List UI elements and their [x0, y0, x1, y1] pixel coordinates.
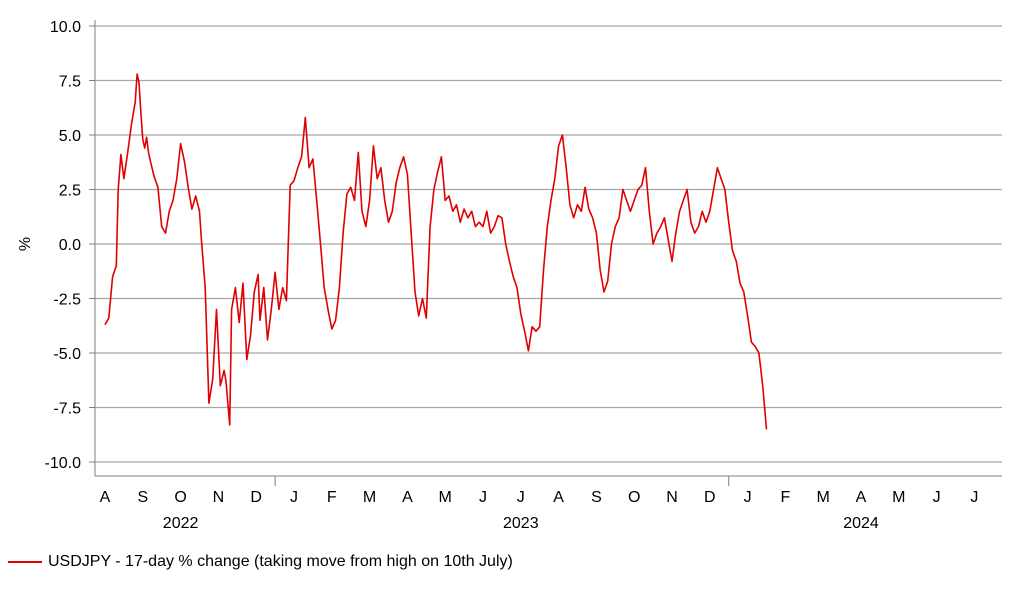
y-tick-label: -7.5: [53, 401, 81, 418]
x-tick-label: M: [439, 489, 452, 506]
y-tick-label: 0.0: [59, 237, 81, 254]
y-tick-label: 7.5: [59, 74, 81, 91]
x-tick-label: A: [100, 489, 111, 506]
y-tick-label: 2.5: [59, 183, 81, 200]
gridlines: [89, 25, 1002, 463]
year-labels: 2022 2023 2024: [163, 515, 879, 532]
year-label: 2022: [163, 515, 199, 532]
x-tick-label: M: [892, 489, 905, 506]
x-tick-label: O: [174, 489, 186, 506]
y-tick-label: 5.0: [59, 128, 81, 145]
x-tick-label: M: [817, 489, 830, 506]
legend-swatch: [8, 561, 42, 563]
year-label: 2024: [843, 515, 879, 532]
x-tick-label: O: [628, 489, 640, 506]
x-tick-label: A: [856, 489, 867, 506]
x-tick-label: A: [402, 489, 413, 506]
x-tick-label: A: [553, 489, 564, 506]
x-tick-label: N: [666, 489, 678, 506]
series-line: [104, 73, 768, 430]
y-tick-label: -10.0: [45, 455, 82, 472]
x-tick-label: F: [781, 489, 791, 506]
x-tick-label: D: [704, 489, 716, 506]
axes: [94, 20, 1002, 486]
x-tick-label: M: [363, 489, 376, 506]
x-tick-label: F: [327, 489, 337, 506]
y-axis-label: %: [17, 237, 34, 251]
x-tick-label: J: [970, 489, 978, 506]
y-tick-label: -2.5: [53, 292, 81, 309]
y-tick-label: -5.0: [53, 346, 81, 363]
x-tick-label: S: [591, 489, 602, 506]
x-tick-label: J: [290, 489, 298, 506]
x-tick-label: D: [250, 489, 262, 506]
x-tick-label: N: [213, 489, 225, 506]
year-label: 2023: [503, 515, 539, 532]
y-tick-labels: 10.0 7.5 5.0 2.5 0.0 -2.5 -5.0 -7.5 -10.0: [45, 19, 82, 472]
x-tick-label: J: [744, 489, 752, 506]
legend: USDJPY - 17-day % change (taking move fr…: [8, 553, 513, 571]
x-tick-label: S: [137, 489, 148, 506]
x-tick-label: J: [479, 489, 487, 506]
x-tick-label: J: [933, 489, 941, 506]
y-tick-label: 10.0: [50, 19, 81, 36]
legend-label: USDJPY - 17-day % change (taking move fr…: [48, 553, 513, 570]
x-tick-label: J: [517, 489, 525, 506]
